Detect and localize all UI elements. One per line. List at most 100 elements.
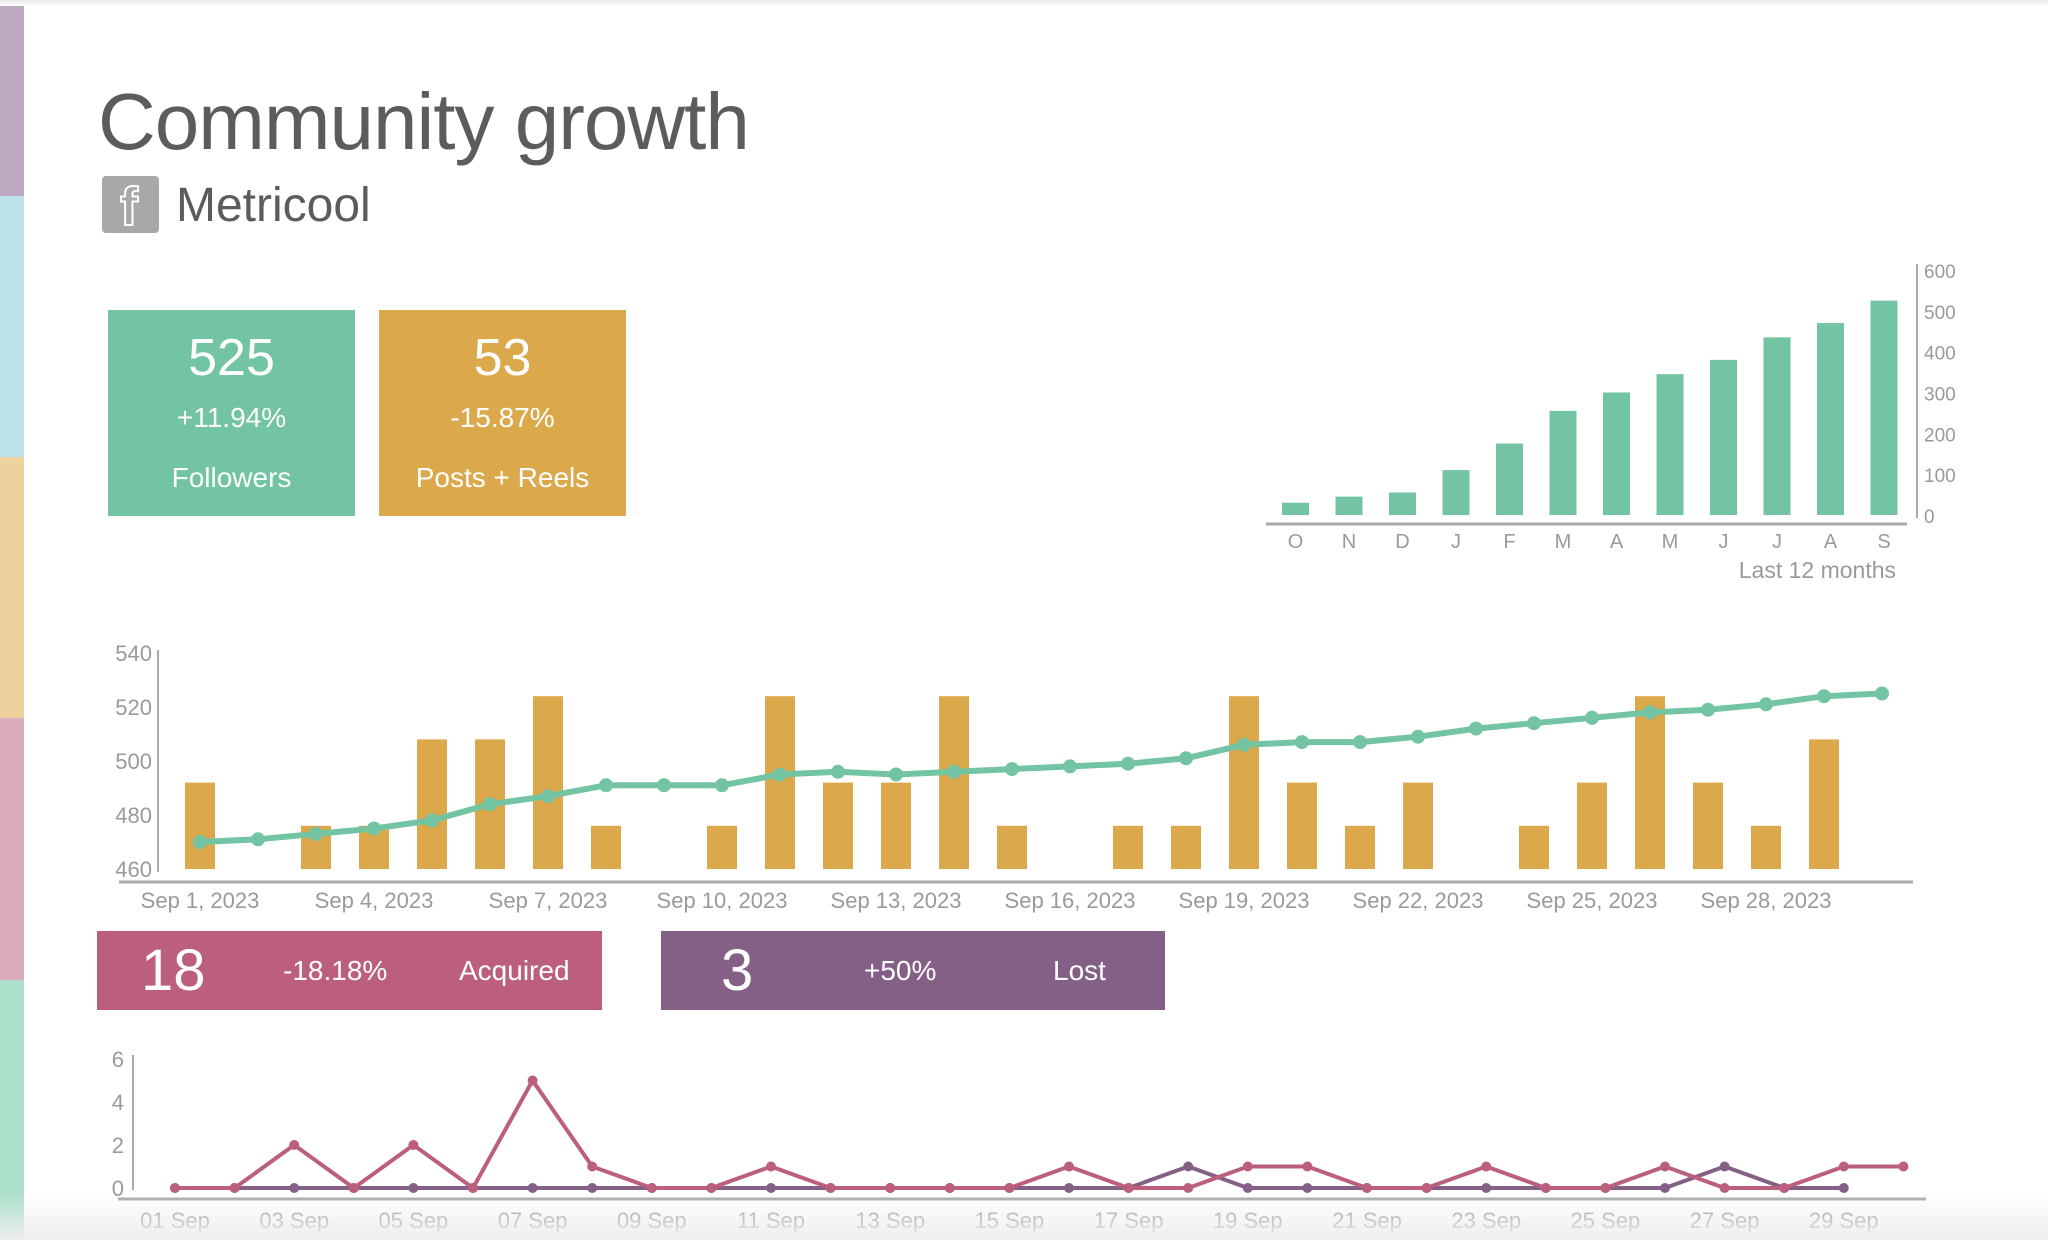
y-tick-label: 2 [112, 1133, 124, 1158]
monthly-bar [1603, 392, 1630, 515]
month-label: J [1719, 531, 1729, 553]
followers-point [1411, 729, 1425, 744]
month-label: F [1503, 531, 1515, 553]
monthly-bar [1549, 410, 1577, 515]
acquired-point [944, 1183, 955, 1193]
acquired-point [885, 1183, 896, 1193]
acquired-point [646, 1183, 657, 1193]
followers-point [831, 764, 845, 779]
side-strip [0, 196, 24, 457]
acquired-point [1421, 1183, 1432, 1193]
acquired-point [1838, 1161, 1849, 1172]
month-label: J [1451, 531, 1461, 553]
monthly-bar [1496, 443, 1523, 515]
followers-point [1005, 762, 1019, 777]
side-strip [0, 718, 24, 980]
followers-point [773, 767, 787, 782]
lost-change: +50% [864, 955, 937, 986]
acquired-point [468, 1183, 478, 1193]
x-tick-label: Sep 25, 2023 [1527, 888, 1658, 913]
lost-point [1481, 1183, 1492, 1193]
x-tick-label: Sep 22, 2023 [1353, 888, 1484, 913]
followers-point [657, 778, 671, 793]
followers-point [1875, 686, 1889, 701]
acquired-line [175, 1078, 1904, 1190]
posts-bar [823, 782, 853, 869]
posts-bar [707, 825, 737, 869]
followers-point [599, 778, 613, 793]
posts-bar [591, 825, 621, 869]
lost-point [766, 1183, 776, 1193]
posts-bar [881, 782, 911, 869]
acquired-point [1481, 1161, 1492, 1172]
lost-point [1660, 1183, 1670, 1193]
acquired-point [1362, 1183, 1372, 1193]
posts-bar [1693, 782, 1723, 869]
y-tick-label: 0 [1924, 507, 1935, 528]
y-tick-label: 500 [115, 749, 152, 774]
acquired-point [1779, 1183, 1790, 1193]
followers-card: 525 +11.94% Followers [108, 310, 355, 516]
acquired-point [1183, 1183, 1194, 1193]
acquired-point [1064, 1161, 1074, 1172]
posts-bar [1403, 782, 1433, 869]
month-label: A [1610, 531, 1624, 553]
lost-point [1302, 1183, 1313, 1193]
acquired-point [289, 1140, 300, 1150]
acquired-point [1004, 1183, 1015, 1193]
posts-value: 53 [473, 329, 532, 387]
followers-point [1179, 751, 1193, 766]
posts-card: 53 -15.87% Posts + Reels [379, 310, 626, 516]
monthly-bar [1710, 359, 1737, 515]
acquired-point [1123, 1183, 1134, 1193]
lost-point [289, 1183, 300, 1193]
posts-bar [1229, 696, 1259, 869]
acquired-point [408, 1140, 419, 1150]
lost-point [1183, 1161, 1194, 1172]
lost-point [1242, 1183, 1253, 1193]
posts-bar [1113, 825, 1143, 869]
acquired-card: 18 -18.18% Acquired [97, 931, 602, 1010]
monthly-bar [1870, 300, 1898, 515]
x-tick-label: Sep 1, 2023 [141, 888, 260, 913]
followers-point [889, 767, 903, 782]
posts-bar [1809, 739, 1839, 869]
y-tick-label: 500 [1924, 303, 1956, 324]
y-tick-label: 520 [115, 695, 152, 720]
posts-bar [1519, 825, 1549, 869]
followers-point [1585, 710, 1599, 725]
y-tick-label: 4 [112, 1090, 124, 1115]
x-tick-label: Sep 4, 2023 [315, 888, 434, 913]
y-tick-label: 6 [112, 1047, 124, 1072]
side-strip [0, 0, 24, 196]
followers-point [367, 821, 381, 836]
page-title: Community growth [98, 77, 750, 166]
acquired-point [1898, 1161, 1909, 1172]
followers-point [1469, 721, 1483, 736]
followers-point [1295, 735, 1309, 750]
followers-point [1237, 737, 1251, 752]
monthly-bar [1335, 496, 1363, 515]
month-label: M [1555, 531, 1572, 553]
followers-point [1063, 759, 1077, 774]
lost-point [1719, 1161, 1730, 1172]
followers-point [541, 789, 555, 804]
posts-bar [997, 825, 1027, 869]
followers-point [425, 813, 439, 828]
lost-point [587, 1183, 598, 1193]
posts-label: Posts + Reels [415, 462, 590, 493]
followers-point [1759, 697, 1773, 712]
bottom-shadow [0, 1195, 2048, 1240]
acquired-value: 18 [141, 938, 206, 1003]
acquired-point [825, 1183, 836, 1193]
y-tick-label: 460 [115, 857, 152, 882]
posts-bar [1635, 696, 1665, 869]
month-label: O [1288, 531, 1304, 553]
account-name: Metricool [176, 179, 371, 232]
posts-bar [939, 696, 969, 869]
followers-label: Followers [171, 462, 292, 493]
posts-bar [533, 696, 563, 869]
followers-point [251, 832, 265, 847]
x-tick-label: Sep 10, 2023 [657, 888, 788, 913]
